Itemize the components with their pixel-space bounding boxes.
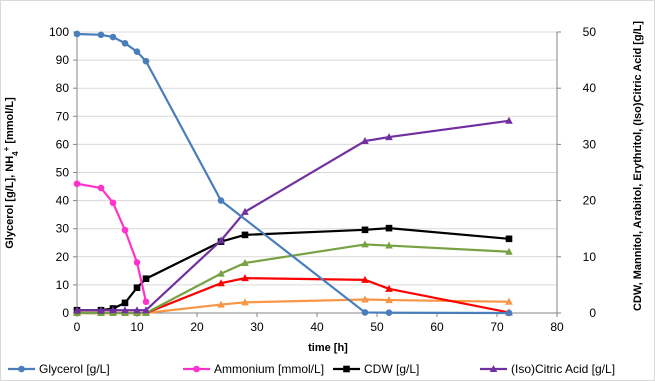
y-left-tick-label: 40 [56,194,70,208]
data-point [361,275,369,283]
legend-label: Glycerol [g/L] [39,362,110,376]
legend-marker [343,365,350,373]
data-point [385,241,393,249]
x-tick-label: 80 [550,320,564,334]
data-point [97,184,105,192]
series-line [76,32,510,315]
data-point [133,284,141,292]
data-point [217,236,225,244]
series-ammonium-mmol-l [73,180,150,306]
y-right-tick-label: 20 [583,194,597,208]
legend-item: (Iso)Citric Acid [g/L] [480,362,615,376]
x-tick-label: 10 [130,320,144,334]
data-point [121,39,129,47]
legend-item: Glycerol [g/L] [8,362,110,376]
tick-labels: 0 10 20 30 40 50 60 70 80 90 100 0 10 20 30 40 50 0 10 20 30… [49,25,596,334]
legend: Glycerol [g/L] Ammonium [mmol/L] CDW [g/L]… [8,362,615,376]
legend-item: CDW [g/L] [333,362,419,376]
data-point [73,30,81,38]
legend-label: (Iso)Citric Acid [g/L] [511,362,615,376]
x-tick-label: 50 [370,320,384,334]
series-glycerol-g-l [73,30,513,317]
x-tick-label: 40 [310,320,324,334]
data-point [109,199,117,207]
y-left-tick-label: 30 [56,222,70,236]
y-right-tick-label: 40 [583,81,597,95]
data-point [241,231,249,239]
series-iso-citric-acid-g-l [73,116,513,314]
data-point [121,299,129,307]
data-point [241,274,249,282]
legend-item: Ammonium [mmol/L] [183,362,324,376]
data-point [73,180,81,188]
y-right-tick-label: 10 [583,250,597,264]
data-point [505,297,513,305]
right-y-axis-title: CDW, Mannitol, Arabitol, Erythritol, (Is… [632,21,644,311]
data-point [385,296,393,304]
data-point [109,33,117,41]
data-point [133,306,141,314]
y-left-tick-label: 20 [56,250,70,264]
y-left-tick-label: 90 [56,53,70,67]
data-point [109,306,117,314]
data-point [142,57,150,65]
data-point [217,269,225,277]
y-left-tick-label: 60 [56,137,70,151]
data-point [505,116,513,124]
x-tick-label: 20 [190,320,204,334]
data-point [361,240,369,248]
data-point [505,235,513,243]
data-point [142,275,150,283]
data-point [361,137,369,145]
data-point [97,31,105,39]
data-point [97,306,105,314]
data-point [361,226,369,234]
data-point [142,298,150,306]
data-point [505,309,513,317]
data-point [241,298,249,306]
data-point [361,309,369,316]
series-line [76,182,148,303]
data-point [241,207,249,215]
x-tick-label: 30 [250,320,264,334]
data-point [73,306,81,314]
data-point [121,306,129,314]
y-left-tick-label: 80 [56,81,70,95]
y-right-tick-label: 50 [583,25,597,39]
legend-marker [18,365,25,373]
data-point [217,300,225,308]
y-right-tick-label: 0 [589,306,596,320]
y-right-tick-label: 30 [583,137,597,151]
data-point [142,306,150,314]
y-left-tick-label: 100 [49,25,69,39]
data-point [217,279,225,287]
legend-marker [489,365,498,372]
data-point [121,226,129,234]
x-tick-label: 60 [430,320,444,334]
data-point [385,309,393,317]
legend-marker [193,365,200,373]
y-left-tick-label: 0 [62,306,69,320]
data-point [385,133,393,141]
y-left-tick-label: 70 [56,109,70,123]
legend-label: CDW [g/L] [364,362,419,376]
data-point [385,224,393,232]
y-left-tick-label: 50 [56,166,70,180]
data-point [133,48,141,55]
x-axis-title: time [h] [308,342,348,354]
y-left-tick-label: 10 [56,278,70,292]
legend-label: Ammonium [mmol/L] [214,362,324,376]
data-point [385,284,393,292]
left-y-axis-title: Glycerol [g/L], NH4+ [mmol/L] [2,97,20,249]
data-point [505,247,513,255]
data-point [133,259,141,266]
data-point [217,197,225,204]
x-tick-label: 70 [490,320,504,334]
series-layer [73,30,513,317]
data-point [241,258,249,266]
data-point [361,295,369,303]
x-tick-label: 0 [74,320,81,334]
